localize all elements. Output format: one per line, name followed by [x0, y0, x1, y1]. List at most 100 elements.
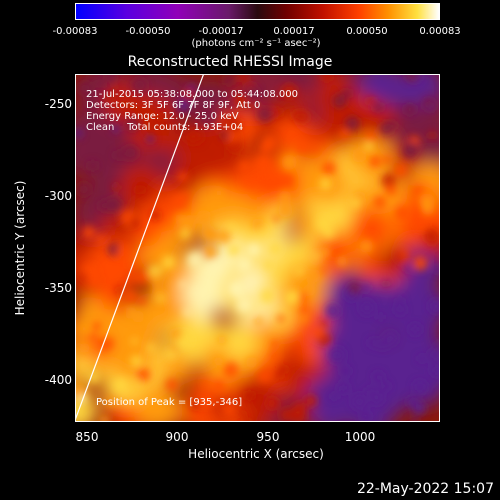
heat-speckle [288, 290, 300, 302]
heat-speckle [232, 117, 243, 128]
heat-speckle [394, 304, 406, 316]
heat-speckle [303, 284, 316, 297]
heat-speckle [406, 141, 419, 154]
heat-speckle [122, 145, 138, 161]
heat-speckle [177, 99, 190, 112]
x-tick-label: 850 [75, 430, 99, 444]
heat-speckle [212, 379, 225, 392]
heat-speckle [214, 189, 223, 197]
heat-speckle [226, 224, 235, 232]
heat-speckle [96, 235, 105, 244]
heat-speckle [157, 112, 168, 122]
heat-blob [325, 277, 353, 306]
heat-speckle [342, 88, 352, 98]
heat-speckle [238, 75, 249, 83]
heat-speckle [278, 203, 293, 218]
heat-blob [404, 269, 425, 291]
heat-speckle [429, 299, 439, 313]
colorbar-tick: 0.00017 [273, 26, 315, 37]
heat-speckle [394, 251, 406, 262]
heat-speckle [171, 193, 187, 209]
heat-speckle [312, 252, 320, 260]
heat-speckle [350, 198, 361, 208]
heat-speckle [150, 210, 161, 221]
heat-speckle [190, 400, 201, 411]
heat-speckle [404, 265, 412, 273]
heat-speckle [237, 257, 252, 272]
chart-title: Reconstructed RHESSI Image [127, 54, 333, 70]
heat-speckle [183, 130, 198, 144]
heat-speckle [213, 356, 224, 367]
heat-speckle [79, 342, 90, 354]
heat-speckle [296, 140, 310, 154]
heat-speckle [321, 161, 336, 176]
heat-speckle [220, 131, 230, 140]
heat-speckle [373, 371, 384, 382]
heat-speckle [370, 391, 384, 405]
colorbar-tick: 0.00083 [419, 26, 461, 37]
heat-speckle [359, 239, 373, 253]
heat-speckle [417, 221, 426, 230]
heat-speckle [243, 416, 251, 421]
heat-speckle [306, 268, 321, 283]
heat-speckle [364, 140, 375, 151]
heat-blob [191, 184, 234, 227]
date-stamp: 22-May-2022 15:07 [356, 481, 494, 497]
heat-speckle [183, 309, 191, 316]
heat-speckle [257, 369, 271, 383]
heat-speckle [180, 228, 190, 239]
heat-speckle [165, 378, 178, 391]
heat-speckle [84, 265, 98, 279]
heat-speckle [98, 199, 111, 212]
heat-speckle [238, 160, 251, 173]
heat-speckle [175, 213, 186, 225]
heat-speckle [187, 252, 203, 268]
heat-blob [321, 100, 366, 145]
heat-speckle [223, 362, 239, 378]
y-tick-label: -300 [44, 189, 72, 203]
heat-blob [293, 212, 317, 236]
heat-speckle [291, 111, 301, 121]
heat-speckle [183, 191, 191, 199]
heat-blob [261, 226, 282, 247]
heat-speckle [369, 155, 382, 168]
heat-speckle [279, 173, 293, 187]
heat-speckle [105, 75, 117, 82]
y-axis-label: Heliocentric Y (arcsec) [13, 180, 27, 316]
heat-speckle [87, 160, 98, 171]
heat-speckle [360, 411, 371, 421]
heat-speckle [199, 108, 216, 125]
heat-speckle [261, 135, 277, 150]
heat-blob [223, 325, 258, 360]
heat-speckle [251, 100, 260, 109]
heat-speckle [113, 184, 121, 192]
heat-speckle [254, 317, 263, 326]
heat-speckle [332, 93, 348, 109]
heat-speckle [362, 283, 371, 292]
heat-speckle [396, 296, 403, 304]
heat-speckle [120, 306, 127, 313]
heat-speckle [130, 274, 138, 282]
heat-speckle [295, 267, 304, 276]
heat-speckle [273, 215, 280, 222]
heat-speckle [244, 390, 255, 401]
heat-speckle [109, 198, 122, 211]
heat-speckle [136, 270, 150, 284]
heat-speckle [351, 393, 368, 410]
heat-speckle [210, 262, 221, 272]
heat-speckle [366, 387, 375, 396]
annotation-energy: Energy Range: 12.0 - 25.0 keV [86, 111, 239, 122]
heatmap-svg [76, 75, 439, 421]
heat-speckle [352, 148, 367, 163]
heat-speckle [202, 379, 210, 387]
heat-speckle [152, 286, 165, 299]
heat-speckle [395, 205, 410, 220]
heat-blob [350, 206, 392, 249]
heat-speckle [329, 347, 345, 363]
heat-speckle [245, 356, 258, 369]
y-tick-label: -400 [44, 373, 72, 387]
y-tick-label: -350 [44, 281, 72, 295]
heat-speckle [279, 407, 295, 421]
heat-blob [160, 353, 193, 386]
heat-speckle [115, 286, 123, 293]
